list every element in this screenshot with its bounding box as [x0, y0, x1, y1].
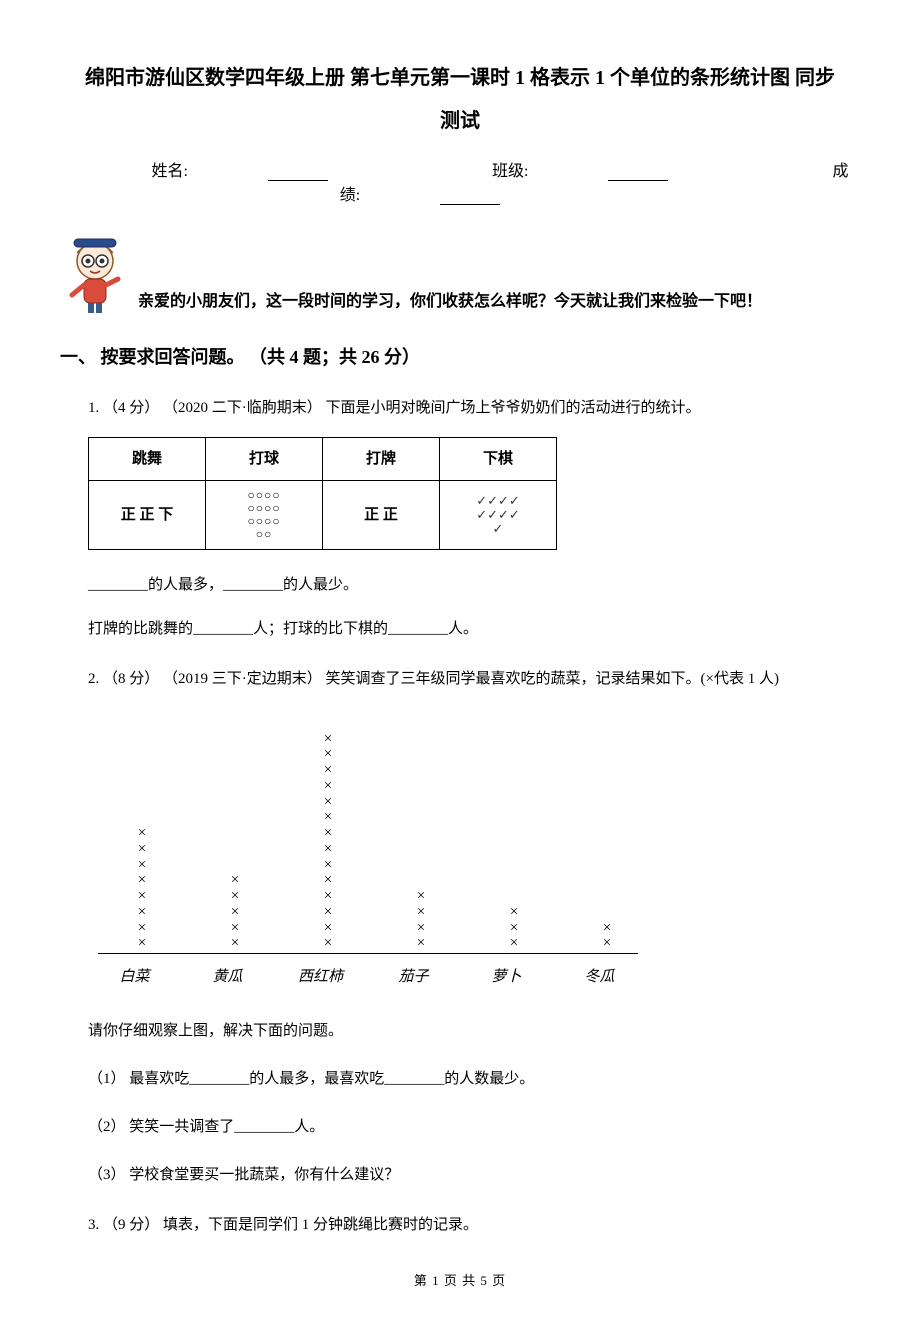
pictograph-column: ××××× — [216, 873, 256, 952]
cell-chess: ✓✓✓✓ ✓✓✓✓ ✓ — [440, 481, 557, 550]
tally-dance: 正 正 下 — [121, 507, 174, 523]
section-1-head: 一、 按要求回答问题。 （共 4 题；共 26 分） — [60, 343, 860, 369]
question-3: 3. （9 分） 填表，下面是同学们 1 分钟跳绳比赛时的记录。 — [88, 1210, 860, 1240]
x-mark-icon: × — [309, 795, 349, 811]
blank-name[interactable] — [268, 164, 328, 181]
x-mark-icon: × — [309, 858, 349, 874]
q2-sub3: （3） 学校食堂要买一批蔬菜，你有什么建议？ — [88, 1160, 860, 1190]
x-mark-icon: × — [309, 936, 349, 952]
intro-text: 亲爱的小朋友们，这一段时间的学习，你们收获怎么样呢？今天就让我们来检验一下吧！ — [138, 287, 762, 315]
x-mark-icon: × — [309, 905, 349, 921]
class-label: 班级: — [492, 163, 528, 180]
q1-blank-line-1: ________的人最多，________的人最少。 — [88, 570, 860, 600]
chess-row: ✓✓✓✓ — [448, 508, 548, 522]
x-mark-icon: × — [402, 936, 442, 952]
cell-ball: ○○○○ ○○○○ ○○○○ ○○ — [206, 481, 323, 550]
th-cards: 打牌 — [323, 438, 440, 481]
x-mark-icon: × — [588, 921, 628, 937]
x-mark-icon: × — [495, 936, 535, 952]
x-mark-icon: × — [309, 826, 349, 842]
x-mark-icon: × — [123, 921, 163, 937]
tally-chess: ✓✓✓✓ ✓✓✓✓ ✓ — [448, 494, 548, 537]
x-mark-icon: × — [123, 826, 163, 842]
table-data-row: 正 正 下 ○○○○ ○○○○ ○○○○ ○○ 正 正 ✓✓✓✓ — [89, 481, 557, 550]
category-label: 白菜 — [88, 962, 181, 992]
title-line-1: 绵阳市游仙区数学四年级上册 第七单元第一课时 1 格表示 1 个单位的条形统计图… — [60, 60, 860, 96]
mascot-icon — [60, 235, 130, 315]
tally-ball: ○○○○ ○○○○ ○○○○ ○○ — [214, 489, 314, 542]
th-ball: 打球 — [206, 438, 323, 481]
page-footer: 第 1 页 共 5 页 — [60, 1270, 860, 1289]
intro-row: 亲爱的小朋友们，这一段时间的学习，你们收获怎么样呢？今天就让我们来检验一下吧！ — [60, 235, 860, 315]
q3-stem: 3. （9 分） 填表，下面是同学们 1 分钟跳绳比赛时的记录。 — [88, 1210, 860, 1240]
blank-score[interactable] — [440, 188, 500, 205]
blank-class[interactable] — [608, 164, 668, 181]
x-mark-icon: × — [402, 905, 442, 921]
category-label: 萝卜 — [460, 962, 553, 992]
x-mark-icon: × — [588, 936, 628, 952]
category-label: 茄子 — [367, 962, 460, 992]
page-container: 绵阳市游仙区数学四年级上册 第七单元第一课时 1 格表示 1 个单位的条形统计图… — [0, 0, 920, 1329]
pictograph-column: ×××××××× — [123, 826, 163, 952]
cell-cards: 正 正 — [323, 481, 440, 550]
pictograph-column: ×× — [588, 921, 628, 953]
q2-after-text: 请你仔细观察上图，解决下面的问题。 — [88, 1016, 860, 1046]
x-mark-icon: × — [309, 747, 349, 763]
chart-baseline — [98, 953, 638, 954]
name-field: 姓名: — [112, 163, 368, 180]
ball-row: ○○○○ — [214, 489, 314, 502]
x-mark-icon: × — [309, 873, 349, 889]
x-mark-icon: × — [309, 842, 349, 858]
x-mark-icon: × — [309, 921, 349, 937]
table-header-row: 跳舞 打球 打牌 下棋 — [89, 438, 557, 481]
q1-blank-line-2: 打牌的比跳舞的________人；打球的比下棋的________人。 — [88, 614, 860, 644]
x-mark-icon: × — [123, 873, 163, 889]
tally-cards: 正 正 — [364, 507, 398, 523]
category-label: 黄瓜 — [181, 962, 274, 992]
q2-sub2: （2） 笑笑一共调查了________人。 — [88, 1112, 860, 1142]
x-mark-icon: × — [123, 905, 163, 921]
category-label: 西红柿 — [274, 962, 367, 992]
title-line-2: 测试 — [60, 104, 860, 133]
th-dance: 跳舞 — [89, 438, 206, 481]
x-mark-icon: × — [495, 921, 535, 937]
x-mark-icon: × — [216, 936, 256, 952]
q2-category-labels: 白菜黄瓜西红柿茄子萝卜冬瓜 — [88, 962, 648, 992]
chess-row: ✓ — [448, 522, 548, 536]
x-mark-icon: × — [123, 858, 163, 874]
pictograph-column: ××× — [495, 905, 535, 952]
q1-table: 跳舞 打球 打牌 下棋 正 正 下 ○○○○ ○○○○ ○○○○ ○○ — [88, 437, 557, 550]
q2-sub1: （1） 最喜欢吃________的人最多，最喜欢吃________的人数最少。 — [88, 1064, 860, 1094]
x-mark-icon: × — [123, 842, 163, 858]
x-mark-icon: × — [216, 889, 256, 905]
x-mark-icon: × — [495, 905, 535, 921]
x-mark-icon: × — [216, 873, 256, 889]
x-mark-icon: × — [309, 889, 349, 905]
x-mark-icon: × — [402, 889, 442, 905]
x-mark-icon: × — [309, 810, 349, 826]
x-mark-icon: × — [309, 732, 349, 748]
pictograph-column: ×××× — [402, 889, 442, 952]
ball-row: ○○ — [214, 528, 314, 541]
x-mark-icon: × — [309, 763, 349, 779]
cell-dance: 正 正 下 — [89, 481, 206, 550]
x-mark-icon: × — [309, 779, 349, 795]
category-label: 冬瓜 — [553, 962, 646, 992]
question-2: 2. （8 分） （2019 三下·定边期末） 笑笑调查了三年级同学最喜欢吃的蔬… — [88, 664, 860, 1190]
x-mark-icon: × — [123, 936, 163, 952]
pictograph-column: ×××××××××××××× — [309, 732, 349, 953]
q1-stem: 1. （4 分） （2020 二下·临朐期末） 下面是小明对晚间广场上爷爷奶奶们… — [88, 393, 860, 423]
x-mark-icon: × — [216, 921, 256, 937]
q2-pictograph: ×××××××××××××××××××××××××××××××××××× — [88, 714, 648, 954]
th-chess: 下棋 — [440, 438, 557, 481]
x-mark-icon: × — [402, 921, 442, 937]
class-field: 班级: — [452, 163, 708, 180]
name-label: 姓名: — [152, 163, 188, 180]
info-row: 姓名: 班级: 成绩: — [60, 157, 860, 205]
question-1: 1. （4 分） （2020 二下·临朐期末） 下面是小明对晚间广场上爷爷奶奶们… — [88, 393, 860, 644]
q2-stem: 2. （8 分） （2019 三下·定边期末） 笑笑调查了三年级同学最喜欢吃的蔬… — [88, 664, 860, 694]
x-mark-icon: × — [216, 905, 256, 921]
x-mark-icon: × — [123, 889, 163, 905]
chess-row: ✓✓✓✓ — [448, 494, 548, 508]
